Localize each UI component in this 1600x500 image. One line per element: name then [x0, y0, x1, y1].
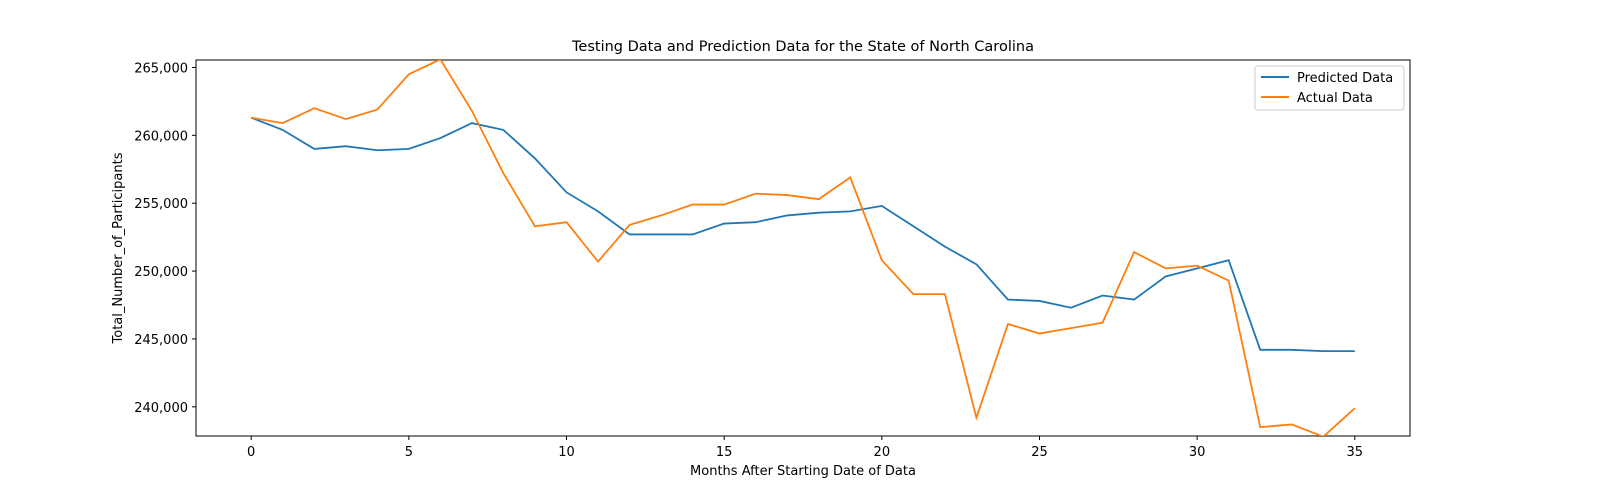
y-tick-label: 260,000 [134, 129, 188, 144]
x-tick-label: 15 [716, 445, 733, 460]
y-tick-label: 255,000 [134, 197, 188, 212]
series-layer [250, 60, 1356, 436]
x-tick-label: 25 [1031, 445, 1048, 460]
x-axis: 0 5 10 15 20 25 30 35 [247, 436, 1363, 460]
legend-box [1254, 65, 1405, 111]
x-tick-label: 35 [1347, 445, 1364, 460]
x-axis-label: Months After Starting Date of Data [690, 464, 916, 479]
y-tick-label: 265,000 [134, 61, 188, 76]
x-tick-label: 30 [1189, 445, 1206, 460]
x-tick-label: 0 [247, 445, 255, 460]
x-tick-label: 10 [558, 445, 575, 460]
series-line-actual [251, 60, 1356, 436]
legend-label-predicted: Predicted Data [1297, 71, 1393, 86]
y-axis-label: Total_Number_of_Participants [111, 152, 126, 344]
y-tick-label: 250,000 [134, 265, 188, 280]
series-line-predicted [250, 116, 1355, 353]
y-tick-label: 240,000 [134, 401, 188, 416]
x-tick-label: 20 [874, 445, 891, 460]
legend: Predicted Data Actual Data [1254, 65, 1405, 111]
x-tick-label: 5 [405, 445, 413, 460]
plot-frame [195, 59, 1411, 437]
y-axis: 240,000 245,000 250,000 255,000 260,000 265,0… [134, 61, 196, 416]
chart-title: Testing Data and Prediction Data for the… [571, 39, 1034, 55]
y-tick-label: 245,000 [134, 333, 188, 348]
legend-label-actual: Actual Data [1297, 91, 1373, 106]
